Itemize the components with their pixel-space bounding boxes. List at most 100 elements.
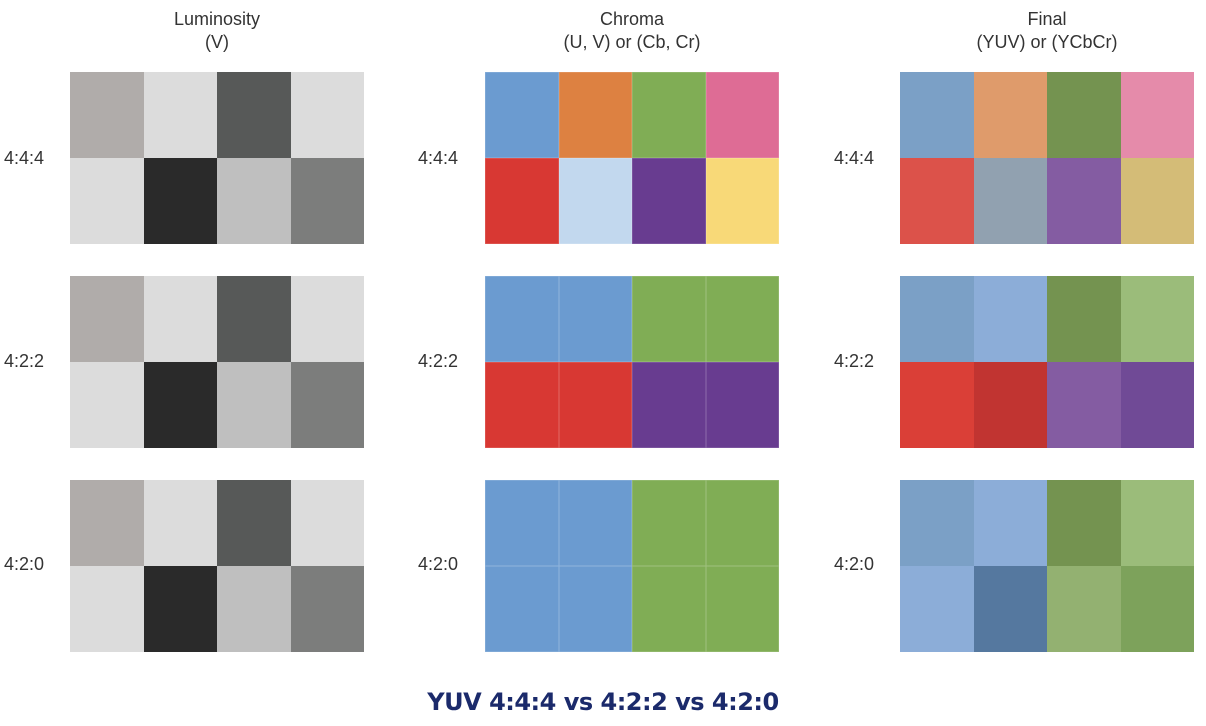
chroma-cell-422-1	[558, 276, 632, 362]
luminosity-cell-422-2	[217, 276, 291, 362]
final-cell-420-7	[1120, 566, 1194, 652]
luminosity-cell-420-0	[70, 480, 144, 566]
final-cell-444-7	[1120, 158, 1194, 244]
luminosity-cell-422-6	[217, 362, 291, 448]
chroma-cell-420-0	[485, 480, 559, 566]
chroma-cell-422-3	[705, 276, 779, 362]
chroma-cell-444-3	[705, 72, 779, 158]
luminosity-cell-444-5	[143, 158, 217, 244]
final-cell-422-7	[1120, 362, 1194, 448]
final-cell-422-5	[973, 362, 1047, 448]
luminosity-cell-422-0	[70, 276, 144, 362]
final-cell-444-5	[973, 158, 1047, 244]
chroma-header: Chroma (U, V) or (Cb, Cr)	[482, 8, 782, 54]
final-cell-422-6	[1047, 362, 1121, 448]
luminosity-cell-422-4	[70, 362, 144, 448]
final-grid-422	[900, 276, 1194, 448]
final-cell-420-3	[1120, 480, 1194, 566]
chroma-cell-420-2	[632, 480, 706, 566]
final-header: Final (YUV) or (YCbCr)	[897, 8, 1197, 54]
final-cell-444-1	[973, 72, 1047, 158]
final-subtitle: (YUV) or (YCbCr)	[976, 32, 1118, 52]
luminosity-header: Luminosity (V)	[67, 8, 367, 54]
chroma-cell-420-7	[705, 566, 779, 652]
luminosity-cell-444-4	[70, 158, 144, 244]
row-label-luminosity-420: 4:2:0	[4, 554, 45, 574]
final-cell-422-0	[900, 276, 974, 362]
luminosity-cell-444-6	[217, 158, 291, 244]
chroma-cell-422-4	[485, 362, 559, 448]
final-title: Final	[1027, 9, 1067, 29]
chroma-grid-444	[485, 72, 779, 244]
luminosity-grid-444	[70, 72, 364, 244]
luminosity-cell-444-7	[290, 158, 364, 244]
chroma-cell-444-6	[632, 158, 706, 244]
luminosity-cell-420-1	[143, 480, 217, 566]
final-cell-420-4	[900, 566, 974, 652]
luminosity-grid-422	[70, 276, 364, 448]
final-cell-444-0	[900, 72, 974, 158]
luminosity-cell-420-5	[143, 566, 217, 652]
final-cell-444-6	[1047, 158, 1121, 244]
chroma-cell-420-6	[632, 566, 706, 652]
chroma-title: Chroma	[599, 9, 665, 29]
chroma-cell-444-2	[632, 72, 706, 158]
chroma-cell-444-5	[558, 158, 632, 244]
chroma-cell-420-4	[485, 566, 559, 652]
final-cell-422-4	[900, 362, 974, 448]
chroma-cell-422-0	[485, 276, 559, 362]
figure-caption: YUV 4:4:4 vs 4:2:2 vs 4:2:0	[427, 688, 779, 716]
chroma-cell-422-7	[705, 362, 779, 448]
luminosity-cell-444-2	[217, 72, 291, 158]
luminosity-cell-422-1	[143, 276, 217, 362]
chroma-cell-422-6	[632, 362, 706, 448]
chroma-cell-444-0	[485, 72, 559, 158]
chroma-cell-422-2	[632, 276, 706, 362]
luminosity-subtitle: (V)	[205, 32, 229, 52]
chroma-cell-444-4	[485, 158, 559, 244]
chroma-grid-420	[485, 480, 779, 652]
final-cell-444-2	[1047, 72, 1121, 158]
luminosity-cell-444-0	[70, 72, 144, 158]
row-label-final-444: 4:4:4	[834, 148, 875, 168]
chroma-subtitle: (U, V) or (Cb, Cr)	[563, 32, 701, 52]
chroma-cell-420-1	[558, 480, 632, 566]
chroma-cell-420-5	[558, 566, 632, 652]
final-cell-422-3	[1120, 276, 1194, 362]
row-label-luminosity-422: 4:2:2	[4, 351, 45, 371]
final-cell-420-5	[973, 566, 1047, 652]
final-cell-420-1	[973, 480, 1047, 566]
final-cell-444-4	[900, 158, 974, 244]
row-label-chroma-420: 4:2:0	[418, 554, 459, 574]
final-cell-420-2	[1047, 480, 1121, 566]
luminosity-title: Luminosity	[173, 9, 261, 29]
luminosity-cell-420-3	[290, 480, 364, 566]
chroma-cell-444-7	[705, 158, 779, 244]
final-cell-444-3	[1120, 72, 1194, 158]
luminosity-cell-420-6	[217, 566, 291, 652]
final-grid-444	[900, 72, 1194, 244]
row-label-chroma-422: 4:2:2	[418, 351, 459, 371]
luminosity-cell-420-2	[217, 480, 291, 566]
row-label-final-422: 4:2:2	[834, 351, 875, 371]
luminosity-cell-420-7	[290, 566, 364, 652]
chroma-grid-422	[485, 276, 779, 448]
luminosity-cell-420-4	[70, 566, 144, 652]
chroma-cell-420-3	[705, 480, 779, 566]
luminosity-cell-422-5	[143, 362, 217, 448]
luminosity-cell-444-1	[143, 72, 217, 158]
final-cell-422-1	[973, 276, 1047, 362]
luminosity-cell-444-3	[290, 72, 364, 158]
luminosity-cell-422-7	[290, 362, 364, 448]
final-cell-420-0	[900, 480, 974, 566]
row-label-final-420: 4:2:0	[834, 554, 875, 574]
row-label-luminosity-444: 4:4:4	[4, 148, 45, 168]
final-grid-420	[900, 480, 1194, 652]
final-cell-422-2	[1047, 276, 1121, 362]
chroma-cell-422-5	[558, 362, 632, 448]
luminosity-grid-420	[70, 480, 364, 652]
row-label-chroma-444: 4:4:4	[418, 148, 459, 168]
final-cell-420-6	[1047, 566, 1121, 652]
luminosity-cell-422-3	[290, 276, 364, 362]
chroma-cell-444-1	[558, 72, 632, 158]
